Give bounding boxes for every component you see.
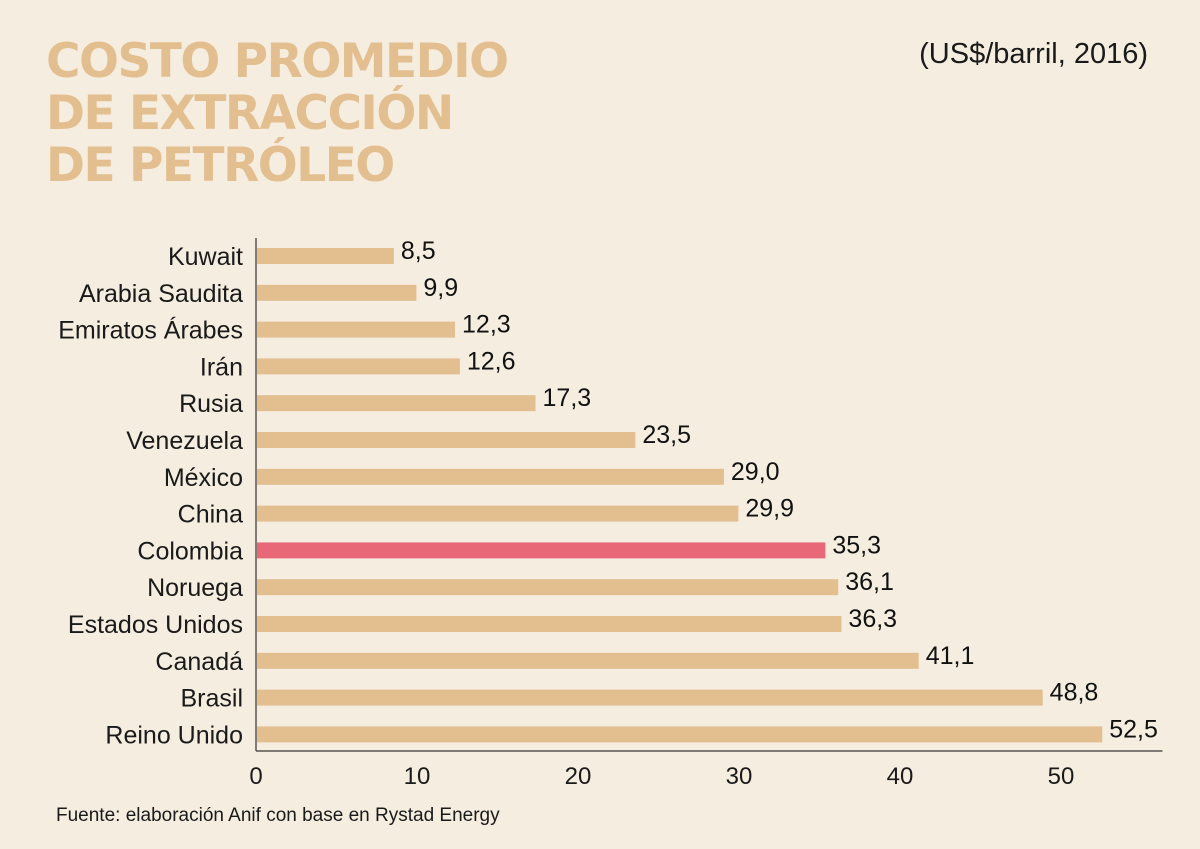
bar-noruega — [257, 579, 839, 596]
chart-title-line-1: COSTO PROMEDIO — [46, 34, 509, 89]
category-label: Kuwait — [168, 243, 243, 271]
bar-china — [257, 505, 739, 522]
bar-brasil — [257, 689, 1043, 706]
value-label: 23,5 — [642, 421, 691, 449]
value-label: 29,9 — [745, 495, 794, 523]
value-label: 36,1 — [845, 568, 894, 596]
x-tick-label: 20 — [565, 763, 592, 790]
value-label: 52,5 — [1109, 715, 1158, 743]
chart-units-subtitle: (US$/barril, 2016) — [919, 38, 1148, 70]
value-label: 12,6 — [467, 347, 516, 375]
bar-reino-unido — [257, 726, 1103, 743]
x-tick-label: 10 — [404, 763, 431, 790]
value-label: 36,3 — [848, 605, 897, 633]
category-label: China — [178, 501, 243, 529]
category-label: Reino Unido — [105, 721, 243, 749]
value-label: 29,0 — [731, 458, 780, 486]
value-label: 48,8 — [1050, 679, 1099, 707]
category-label: Rusia — [179, 390, 243, 418]
source-note: Fuente: elaboración Anif con base en Rys… — [56, 805, 500, 826]
category-label: México — [164, 464, 243, 492]
category-label: Colombia — [137, 537, 243, 565]
bar-estados-unidos — [257, 616, 842, 632]
category-label: Estados Unidos — [68, 611, 243, 639]
category-label: Emiratos Árabes — [58, 316, 243, 345]
bar-arabia-saudita — [257, 284, 417, 301]
x-tick-label: 30 — [726, 763, 753, 790]
category-label: Irán — [200, 353, 243, 381]
x-tick-label: 40 — [887, 763, 914, 790]
category-label: Brasil — [180, 685, 243, 713]
bar-colombia — [257, 542, 826, 559]
value-label: 9,9 — [423, 274, 458, 302]
bar-canad- — [257, 652, 919, 669]
chart-title: COSTO PROMEDIO DE EXTRACCIÓN DE PETRÓLEO — [46, 34, 509, 193]
chart-title-line-2: DE EXTRACCIÓN — [46, 86, 454, 141]
x-tick-label: 0 — [249, 763, 262, 790]
value-label: 41,1 — [926, 642, 975, 670]
bar-m-xico — [257, 468, 724, 485]
value-label: 8,5 — [401, 237, 436, 265]
category-label: Arabia Saudita — [79, 280, 243, 308]
chart-title-line-3: DE PETRÓLEO — [46, 138, 395, 193]
bar-ir-n — [257, 358, 460, 375]
value-label: 17,3 — [543, 384, 592, 412]
bar-rusia — [257, 395, 536, 412]
value-label: 35,3 — [832, 531, 881, 559]
category-label: Canadá — [155, 648, 243, 676]
value-label: 12,3 — [462, 311, 511, 339]
x-tick-label: 50 — [1048, 763, 1075, 790]
bar-kuwait — [257, 248, 394, 264]
bar-venezuela — [257, 432, 636, 448]
bar-emiratos-rabes — [257, 321, 456, 338]
category-label: Venezuela — [126, 427, 243, 455]
category-label: Noruega — [147, 574, 243, 602]
